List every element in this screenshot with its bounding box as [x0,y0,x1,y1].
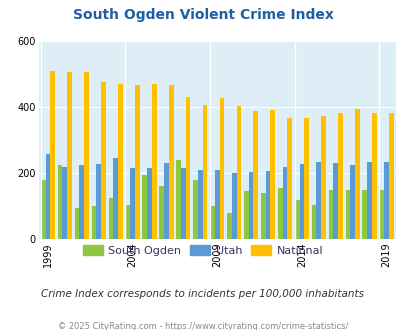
Text: Crime Index corresponds to incidents per 100,000 inhabitants: Crime Index corresponds to incidents per… [41,289,364,299]
Text: South Ogden Violent Crime Index: South Ogden Violent Crime Index [72,8,333,22]
Bar [75,208,79,239]
Bar [362,190,367,239]
Bar [181,168,185,239]
Bar [50,71,55,239]
Bar [58,165,62,239]
Bar [151,84,156,239]
Bar [277,188,282,239]
Bar [270,110,275,239]
Bar [287,118,291,239]
Bar [367,162,371,239]
Bar [282,167,287,239]
Bar [226,213,231,239]
Bar [311,205,315,239]
Bar [337,113,342,239]
Bar [79,165,84,239]
Bar [202,105,207,239]
Bar [248,172,253,239]
Bar [214,170,219,239]
Bar [219,98,224,239]
Bar [113,158,118,239]
Bar [197,170,202,239]
Bar [96,164,101,239]
Bar [231,173,236,239]
Bar [320,116,325,239]
Bar [168,85,173,239]
Bar [142,175,147,239]
Bar [101,82,106,239]
Bar [193,180,197,239]
Bar [118,84,122,239]
Bar [236,106,241,239]
Bar [108,198,113,239]
Bar [354,109,359,239]
Bar [62,167,67,239]
Bar [40,180,45,239]
Bar [147,168,151,239]
Bar [84,72,89,239]
Bar [164,163,168,239]
Bar [125,205,130,239]
Bar [67,72,72,239]
Text: © 2025 CityRating.com - https://www.cityrating.com/crime-statistics/: © 2025 CityRating.com - https://www.city… [58,322,347,330]
Bar [265,171,270,239]
Bar [260,193,265,239]
Bar [371,113,376,239]
Bar [315,162,320,239]
Bar [294,200,299,239]
Bar [379,190,383,239]
Bar [299,164,303,239]
Bar [303,118,308,239]
Bar [185,97,190,239]
Bar [383,162,388,239]
Bar [328,190,333,239]
Bar [45,154,50,239]
Bar [92,206,96,239]
Bar [388,113,393,239]
Legend: South Ogden, Utah, National: South Ogden, Utah, National [78,241,327,260]
Bar [159,186,164,239]
Bar [345,190,350,239]
Bar [209,206,214,239]
Bar [243,191,248,239]
Bar [253,111,258,239]
Bar [130,168,134,239]
Bar [350,165,354,239]
Bar [333,163,337,239]
Bar [134,85,139,239]
Bar [176,160,181,239]
